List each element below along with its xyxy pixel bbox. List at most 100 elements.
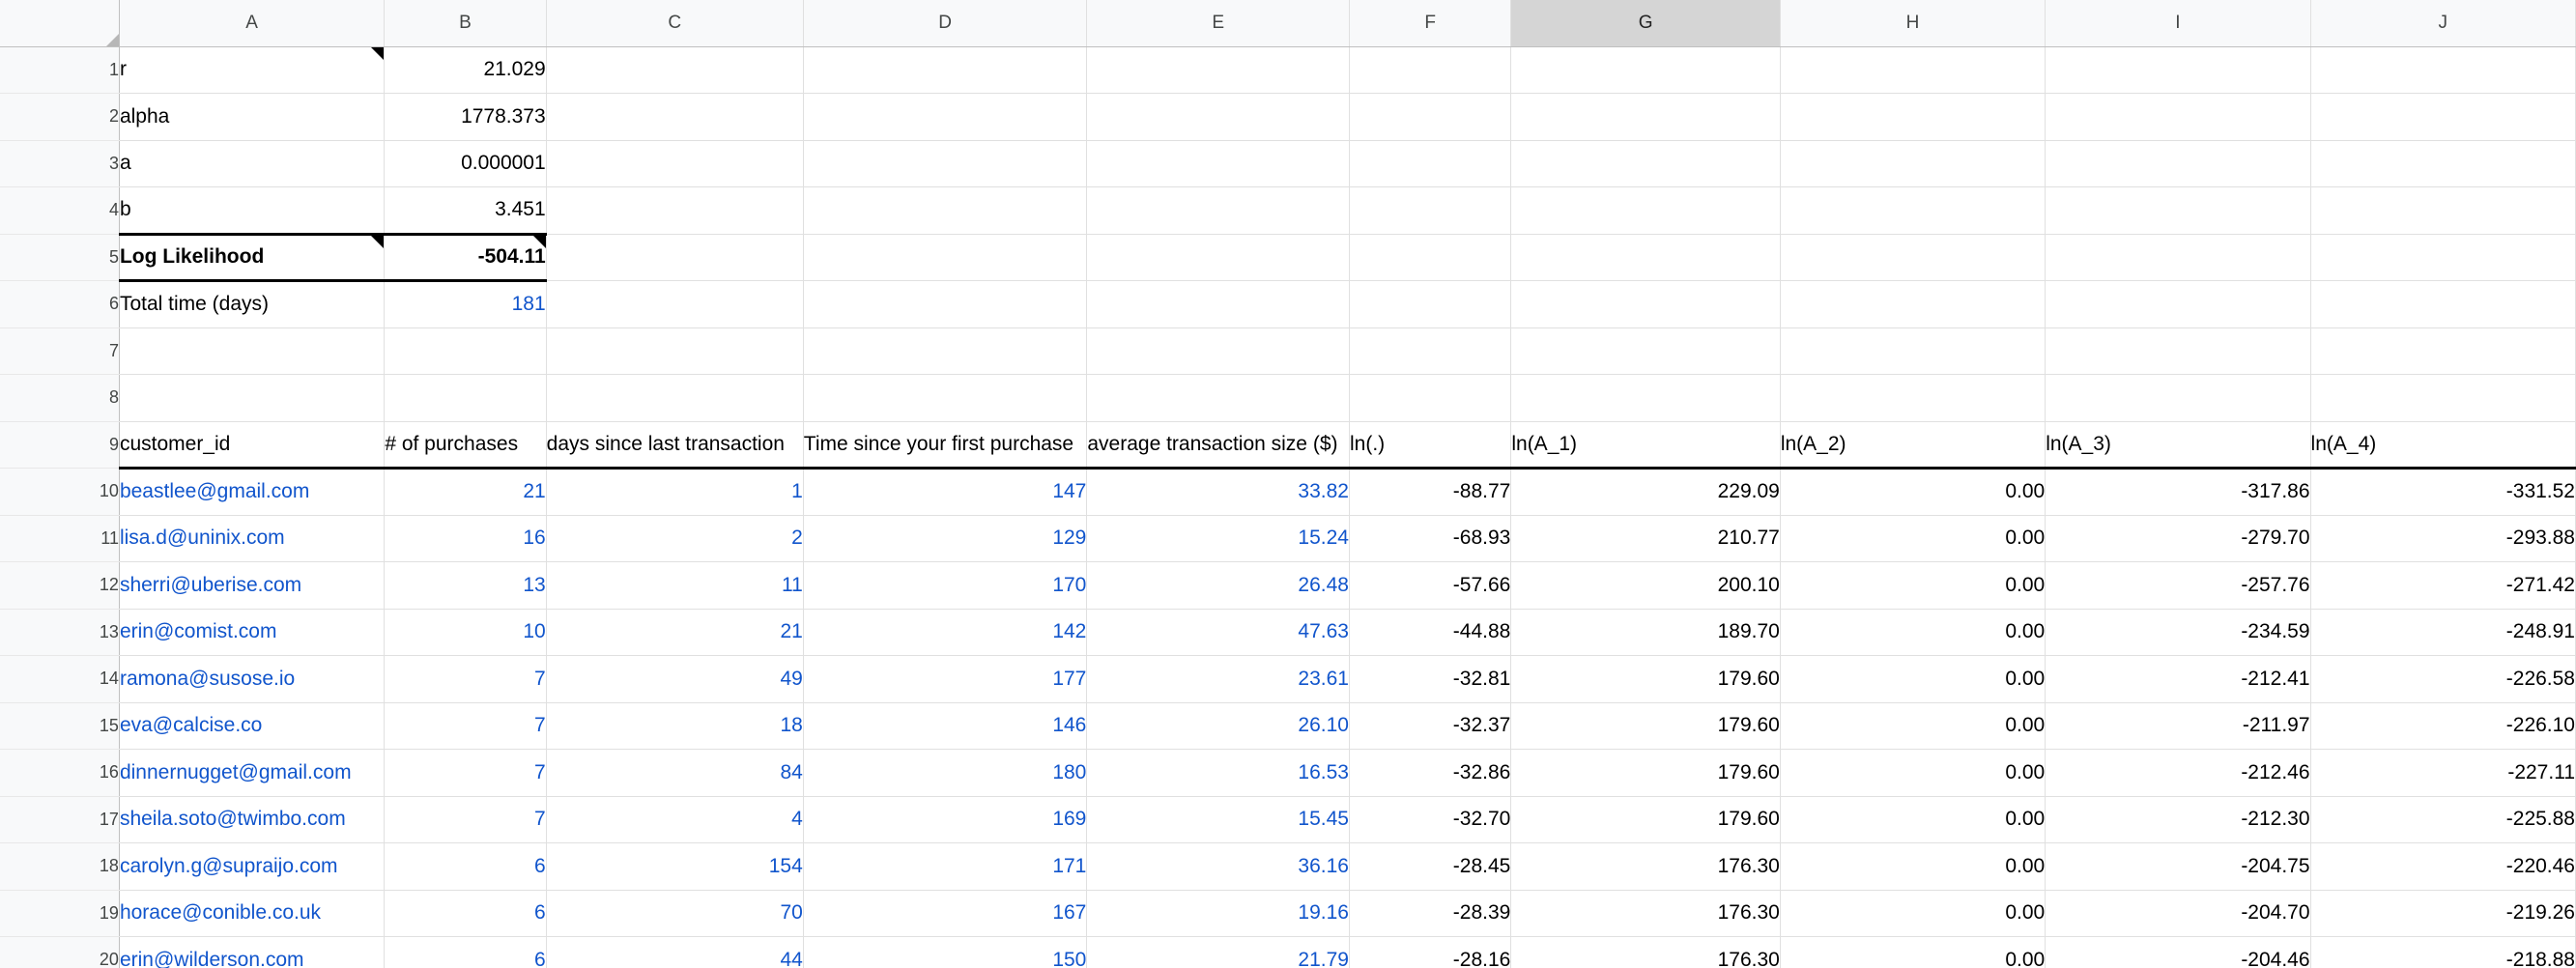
time-since-first-D19[interactable]: 167 (803, 890, 1088, 937)
column-header-g[interactable]: G (1510, 0, 1781, 47)
empty-cell-D1[interactable] (803, 46, 1088, 94)
param-value-row-6[interactable]: 181 (384, 280, 547, 328)
time-since-first-D18[interactable]: 171 (803, 842, 1088, 891)
empty-cell-E4[interactable] (1086, 186, 1350, 235)
ln-a1-G20[interactable]: 176.30 (1510, 936, 1781, 968)
empty-cell-F1[interactable] (1349, 46, 1512, 94)
days-since-last-C12[interactable]: 11 (546, 561, 804, 610)
grid-row-8[interactable]: 8 (0, 374, 2576, 422)
ln-a4-J12[interactable]: -271.42 (2310, 561, 2576, 610)
ln-a2-H16[interactable]: 0.00 (1780, 749, 2046, 797)
customer-id-A18[interactable]: carolyn.g@supraijo.com (119, 842, 386, 891)
ln-a2-H11[interactable]: 0.00 (1780, 515, 2046, 562)
ln-a3-I15[interactable]: -211.97 (2045, 702, 2311, 750)
param-label-row-4[interactable]: b (119, 186, 386, 235)
empty-cell-H5[interactable] (1780, 234, 2046, 281)
empty-cell-E6[interactable] (1086, 280, 1350, 328)
empty-cell-J7[interactable] (2310, 327, 2576, 375)
grid-row-2[interactable]: 2 alpha 1778.373 (0, 93, 2576, 141)
select-all-corner[interactable] (0, 0, 120, 47)
time-since-first-D16[interactable]: 180 (803, 749, 1088, 797)
empty-cell-A7[interactable] (119, 327, 386, 375)
ln-F13[interactable]: -44.88 (1349, 609, 1512, 656)
empty-cell-G3[interactable] (1510, 140, 1781, 187)
days-since-last-C16[interactable]: 84 (546, 749, 804, 797)
row-header-2[interactable]: 2 (0, 93, 120, 141)
row-header-15[interactable]: 15 (0, 702, 120, 750)
row-header-13[interactable]: 13 (0, 609, 120, 656)
purchases-B19[interactable]: 6 (384, 890, 547, 937)
avg-transaction-E16[interactable]: 16.53 (1086, 749, 1350, 797)
empty-cell-D5[interactable] (803, 234, 1088, 281)
ln-a4-J10[interactable]: -331.52 (2310, 468, 2576, 516)
ln-a2-H14[interactable]: 0.00 (1780, 655, 2046, 703)
ln-a4-J14[interactable]: -226.58 (2310, 655, 2576, 703)
row-header-18[interactable]: 18 (0, 842, 120, 891)
table-header-J9[interactable]: ln(A_4) (2310, 421, 2576, 470)
grid-row-3[interactable]: 3 a 0.000001 (0, 140, 2576, 187)
ln-a3-I10[interactable]: -317.86 (2045, 468, 2311, 516)
table-header-E9[interactable]: average transaction size ($) (1086, 421, 1350, 470)
days-since-last-C20[interactable]: 44 (546, 936, 804, 968)
ln-F10[interactable]: -88.77 (1349, 468, 1512, 516)
empty-cell-E5[interactable] (1086, 234, 1350, 281)
customer-id-A15[interactable]: eva@calcise.co (119, 702, 386, 750)
table-header-D9[interactable]: Time since your first purchase (803, 421, 1088, 470)
ln-a3-I18[interactable]: -204.75 (2045, 842, 2311, 891)
ln-a2-H19[interactable]: 0.00 (1780, 890, 2046, 937)
grid-row-20[interactable]: 20 erin@wilderson.com 6 44 150 21.79 -28.16 176… (0, 936, 2576, 968)
empty-cell-B7[interactable] (384, 327, 547, 375)
column-header-c[interactable]: C (546, 0, 804, 47)
row-header-9[interactable]: 9 (0, 421, 120, 469)
empty-cell-F8[interactable] (1349, 374, 1512, 422)
time-since-first-D14[interactable]: 177 (803, 655, 1088, 703)
empty-cell-H1[interactable] (1780, 46, 2046, 94)
table-header-F9[interactable]: ln(.) (1349, 421, 1512, 470)
purchases-B10[interactable]: 21 (384, 468, 547, 516)
purchases-B12[interactable]: 13 (384, 561, 547, 610)
empty-cell-G2[interactable] (1510, 93, 1781, 141)
ln-a3-I12[interactable]: -257.76 (2045, 561, 2311, 610)
table-header-H9[interactable]: ln(A_2) (1780, 421, 2046, 470)
param-value-row-1[interactable]: 21.029 (384, 46, 547, 94)
grid-row-4[interactable]: 4 b 3.451 (0, 186, 2576, 235)
grid-row-9[interactable]: 9 customer_id # of purchases days since las… (0, 421, 2576, 470)
empty-cell-D2[interactable] (803, 93, 1088, 141)
param-value-row-2[interactable]: 1778.373 (384, 93, 547, 141)
empty-cell-I4[interactable] (2045, 186, 2311, 235)
time-since-first-D20[interactable]: 150 (803, 936, 1088, 968)
ln-a1-G14[interactable]: 179.60 (1510, 655, 1781, 703)
grid-row-6[interactable]: 6 Total time (days) 181 (0, 280, 2576, 328)
time-since-first-D15[interactable]: 146 (803, 702, 1088, 750)
empty-cell-C4[interactable] (546, 186, 804, 235)
ln-a3-I16[interactable]: -212.46 (2045, 749, 2311, 797)
ln-F11[interactable]: -68.93 (1349, 515, 1512, 562)
empty-cell-E8[interactable] (1086, 374, 1350, 422)
empty-cell-E3[interactable] (1086, 140, 1350, 187)
ln-a2-H10[interactable]: 0.00 (1780, 468, 2046, 516)
row-header-7[interactable]: 7 (0, 327, 120, 375)
empty-cell-J6[interactable] (2310, 280, 2576, 328)
ln-a1-G16[interactable]: 179.60 (1510, 749, 1781, 797)
ln-a3-I13[interactable]: -234.59 (2045, 609, 2311, 656)
purchases-B17[interactable]: 7 (384, 796, 547, 843)
ln-a2-H15[interactable]: 0.00 (1780, 702, 2046, 750)
customer-id-A10[interactable]: beastlee@gmail.com (119, 468, 386, 516)
row-header-4[interactable]: 4 (0, 186, 120, 235)
empty-cell-J4[interactable] (2310, 186, 2576, 235)
purchases-B13[interactable]: 10 (384, 609, 547, 656)
grid-row-17[interactable]: 17 sheila.soto@twimbo.com 7 4 169 15.45 -32.70… (0, 796, 2576, 843)
empty-cell-I1[interactable] (2045, 46, 2311, 94)
grid-row-5[interactable]: 5 Log Likelihood -504.11 (0, 232, 2576, 282)
column-header-a[interactable]: A (119, 0, 386, 47)
empty-cell-D6[interactable] (803, 280, 1088, 328)
empty-cell-I8[interactable] (2045, 374, 2311, 422)
ln-a1-G15[interactable]: 179.60 (1510, 702, 1781, 750)
param-value-row-4[interactable]: 3.451 (384, 186, 547, 235)
empty-cell-E2[interactable] (1086, 93, 1350, 141)
ln-a1-G19[interactable]: 176.30 (1510, 890, 1781, 937)
ln-a2-H17[interactable]: 0.00 (1780, 796, 2046, 843)
customer-id-A11[interactable]: lisa.d@uninix.com (119, 515, 386, 562)
ln-a4-J19[interactable]: -219.26 (2310, 890, 2576, 937)
empty-cell-C1[interactable] (546, 46, 804, 94)
